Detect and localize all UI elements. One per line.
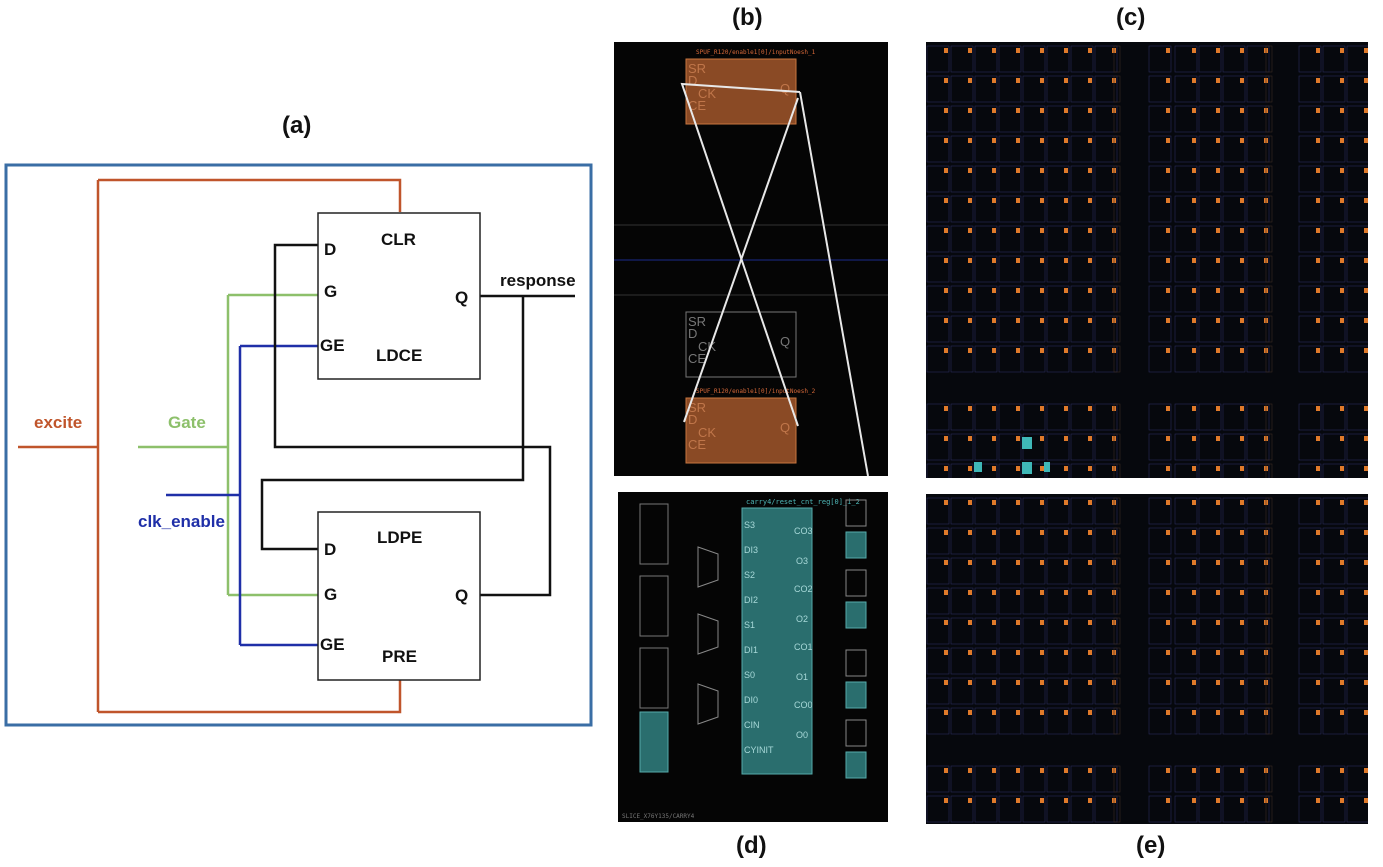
bottom-cell-title: SPUF_R120/enable1[0]/inputNoesh_2 xyxy=(696,388,816,395)
panel-label-e: (e) xyxy=(1136,832,1166,859)
excite-label: excite xyxy=(34,413,82,432)
slice-grid-c xyxy=(926,45,1368,478)
excite-wire xyxy=(18,178,402,714)
device-view-e xyxy=(926,494,1368,824)
bottom-latch-pins: SR D CK CE Q xyxy=(688,400,790,452)
svg-text:CK: CK xyxy=(698,425,716,440)
svg-text:CIN: CIN xyxy=(744,720,760,730)
svg-text:SR: SR xyxy=(688,400,706,415)
svg-text:Q: Q xyxy=(780,334,790,349)
svg-text:O0: O0 xyxy=(796,730,808,740)
svg-text:Q: Q xyxy=(780,81,790,96)
svg-text:CE: CE xyxy=(688,351,706,366)
right-flops xyxy=(845,499,867,779)
bottom-latch-cell xyxy=(685,397,797,464)
svg-text:CK: CK xyxy=(698,86,716,101)
slice-grid-e xyxy=(926,497,1368,823)
ldpe-g-pin: G xyxy=(324,585,337,604)
svg-text:CO2: CO2 xyxy=(794,584,813,594)
ldce-name: LDCE xyxy=(376,346,422,365)
svg-text:CE: CE xyxy=(688,98,706,113)
svg-text:DI0: DI0 xyxy=(744,695,758,705)
panel-label-a: (a) xyxy=(282,112,312,139)
panel-label-d: (d) xyxy=(736,832,767,859)
clk-enable-wire xyxy=(166,344,318,647)
svg-text:CE: CE xyxy=(688,437,706,452)
svg-text:S3: S3 xyxy=(744,520,755,530)
ldce-d-pin: D xyxy=(324,240,336,259)
svg-text:S0: S0 xyxy=(744,670,755,680)
svg-text:CYINIT: CYINIT xyxy=(744,745,774,755)
top-latch-pins: SR D CK CE Q xyxy=(688,61,790,113)
svg-text:D: D xyxy=(688,326,697,341)
schematic-border xyxy=(4,163,593,727)
svg-text:D: D xyxy=(688,412,697,427)
svg-text:DI1: DI1 xyxy=(744,645,758,655)
ldpe-block xyxy=(317,511,481,681)
panel-label-b: (b) xyxy=(732,4,763,31)
carry4-block xyxy=(741,507,813,775)
ldpe-name: LDPE xyxy=(377,528,422,547)
routed-nets xyxy=(680,82,869,476)
lut-outlines xyxy=(639,503,669,773)
carry-footer: SLICE_X76Y135/CARRY4 xyxy=(622,813,695,820)
svg-text:O2: O2 xyxy=(796,614,808,624)
carry-left-pins: S3 DI3 S2 DI2 S1 DI1 S0 DI0 CIN CYINIT xyxy=(744,520,774,755)
panel-label-c: (c) xyxy=(1116,4,1146,31)
svg-text:S2: S2 xyxy=(744,570,755,580)
ldce-g-pin: G xyxy=(324,282,337,301)
svg-text:CO0: CO0 xyxy=(794,700,813,710)
schematic-panel: excite Gate clk_enable response CLR D G … xyxy=(4,163,593,727)
ldpe-d-pin: D xyxy=(324,540,336,559)
gate-wire xyxy=(138,293,318,597)
ldce-clr-pin: CLR xyxy=(381,230,416,249)
device-view-c xyxy=(926,42,1368,478)
svg-text:DI3: DI3 xyxy=(744,545,758,555)
top-cell-title: SPUF_R120/enable1[0]/inputNoesh_1 xyxy=(696,49,816,56)
svg-text:D: D xyxy=(688,73,697,88)
device-view-b: SPUF_R120/enable1[0]/inputNoesh_1 SR D C… xyxy=(614,42,888,476)
unused-latch-cell xyxy=(685,311,797,378)
mux-shapes xyxy=(697,546,719,725)
top-latch-cell xyxy=(685,58,797,125)
svg-text:SR: SR xyxy=(688,314,706,329)
svg-text:O1: O1 xyxy=(796,672,808,682)
ldce-block xyxy=(317,212,481,380)
svg-text:Q: Q xyxy=(780,420,790,435)
response-label: response xyxy=(500,271,576,290)
clk-enable-label: clk_enable xyxy=(138,512,225,531)
svg-text:CO3: CO3 xyxy=(794,526,813,536)
feedback-wires xyxy=(260,243,575,597)
svg-text:O3: O3 xyxy=(796,556,808,566)
carry-right-pins: CO3 O3 CO2 O2 CO1 O1 CO0 O0 xyxy=(794,526,813,740)
carry-title: carry4/reset_cnt_reg[0]_i_2 xyxy=(746,498,860,506)
svg-text:DI2: DI2 xyxy=(744,595,758,605)
svg-text:SR: SR xyxy=(688,61,706,76)
svg-text:CO1: CO1 xyxy=(794,642,813,652)
device-view-d: carry4/reset_cnt_reg[0]_i_2 S3 DI3 S2 DI… xyxy=(618,492,888,822)
ldpe-q-pin: Q xyxy=(455,586,468,605)
ldce-q-pin: Q xyxy=(455,288,468,307)
ldpe-pre-pin: PRE xyxy=(382,647,417,666)
ldce-ge-pin: GE xyxy=(320,336,345,355)
ldpe-ge-pin: GE xyxy=(320,635,345,654)
svg-text:S1: S1 xyxy=(744,620,755,630)
gate-label: Gate xyxy=(168,413,206,432)
